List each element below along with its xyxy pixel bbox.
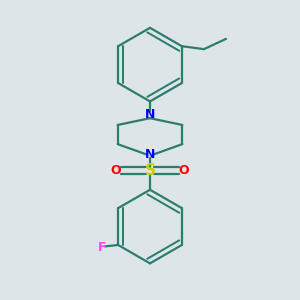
Text: O: O — [178, 164, 189, 177]
Text: S: S — [145, 163, 155, 178]
Text: N: N — [145, 148, 155, 161]
Text: F: F — [98, 242, 106, 254]
Text: N: N — [145, 108, 155, 121]
Text: O: O — [111, 164, 122, 177]
